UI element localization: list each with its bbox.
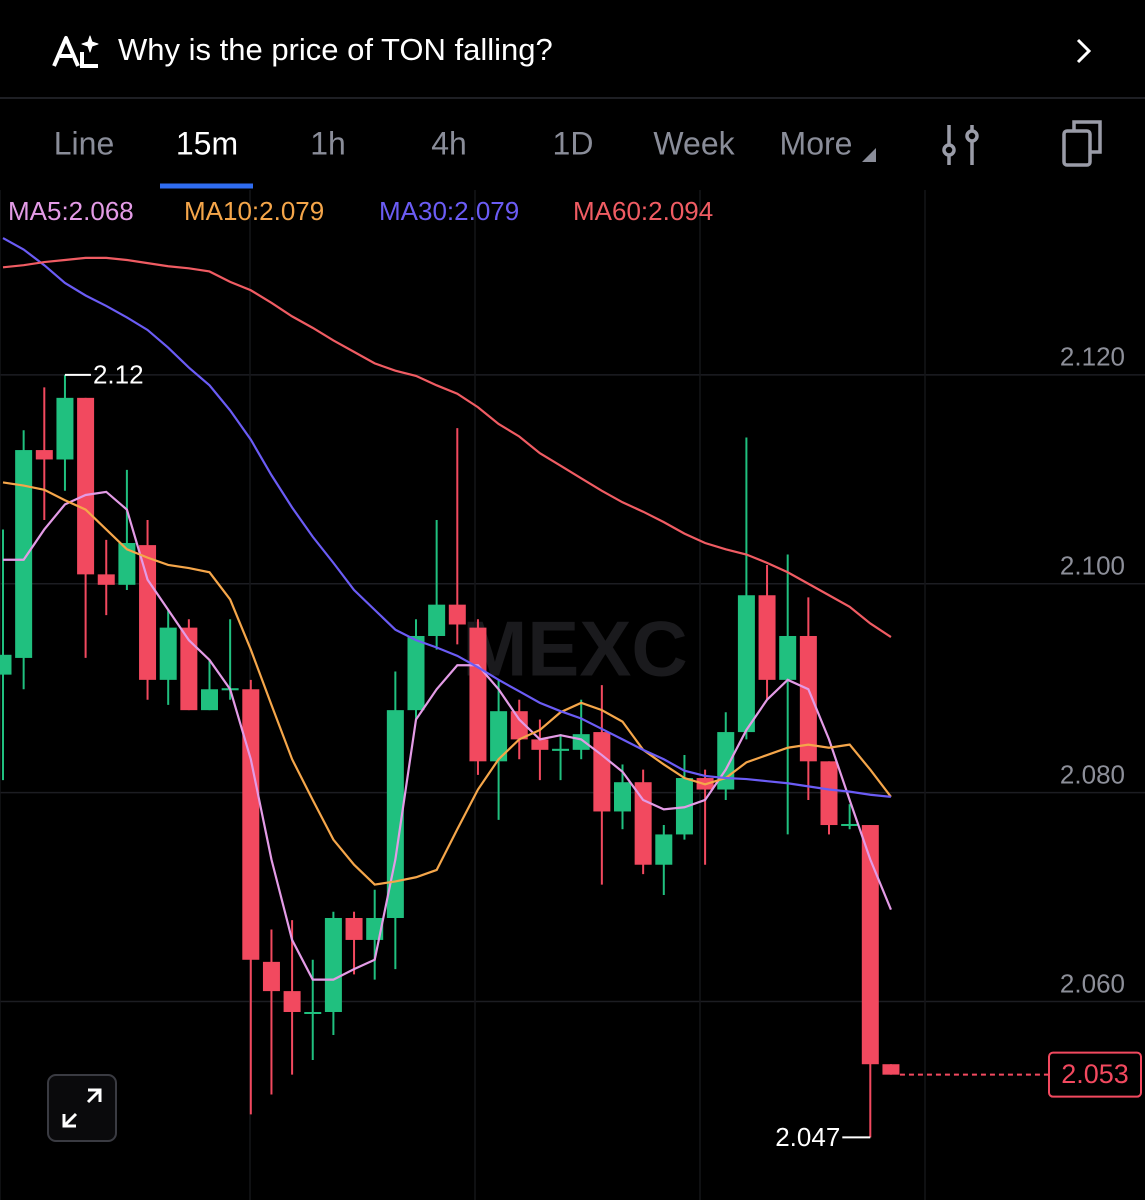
candle-body <box>510 711 528 740</box>
candle-body <box>35 450 53 460</box>
candle-body <box>407 635 425 711</box>
candle-body <box>180 627 198 711</box>
candle-body <box>139 545 157 680</box>
candle-body <box>799 635 817 762</box>
candle-body <box>56 397 74 460</box>
tab-bar: Line 15m 1h 4h 1D Week More <box>54 125 853 161</box>
candle-body <box>304 1011 322 1014</box>
legend: MA5:2.068 MA10:2.079 MA30:2.079 MA60:2.094 <box>8 196 713 226</box>
candle-body <box>552 748 570 751</box>
watermark: MEXC <box>462 605 687 693</box>
y-tick-label: 2.100 <box>1060 551 1125 581</box>
y-tick-label: 2.080 <box>1060 760 1125 790</box>
plot: 2.12 2.047 2.053 <box>0 237 1142 1152</box>
expand-icon <box>62 1088 102 1128</box>
legend-entry: MA5:2.068 <box>8 196 134 226</box>
candle-body <box>428 604 446 636</box>
ma-line <box>2 237 892 798</box>
candle-body <box>820 761 838 826</box>
candle-body <box>201 689 218 711</box>
candle-body <box>345 917 363 940</box>
ai-icon <box>52 35 99 68</box>
candle-body <box>469 627 487 762</box>
candle-body <box>593 732 611 812</box>
candle-body <box>861 825 879 1065</box>
candle-body <box>737 595 755 733</box>
header-title[interactable]: Why is the price of TON falling? <box>118 32 553 67</box>
candle-body <box>15 450 33 658</box>
legend-entry: MA60:2.094 <box>573 196 713 226</box>
candle-body <box>614 782 631 812</box>
ma-line <box>3 490 892 981</box>
candle-body <box>448 604 466 625</box>
legend-entry: MA30:2.079 <box>379 196 519 226</box>
more-caret[interactable] <box>862 148 876 162</box>
candle-body <box>283 991 301 1012</box>
candle-body <box>634 782 652 865</box>
candle-body <box>841 823 859 826</box>
candle-body <box>386 710 404 918</box>
last-price-box <box>1048 1051 1142 1098</box>
chevron[interactable] <box>1076 38 1092 64</box>
candle-body <box>97 574 115 585</box>
tab[interactable]: 1h <box>310 125 346 161</box>
candle-body <box>655 834 673 865</box>
candle-body <box>324 917 342 1012</box>
ma-line <box>2 481 892 886</box>
last-price-label: 2.053 <box>1061 1059 1129 1089</box>
y-tick-label: 2.060 <box>1060 968 1125 998</box>
low-label: 2.047 <box>775 1122 840 1152</box>
y-tick-label: 2.120 <box>1060 342 1125 372</box>
candle-body <box>882 1064 900 1075</box>
candle-body <box>242 689 260 960</box>
candle-body <box>572 734 590 750</box>
tab[interactable]: 15m <box>176 125 238 161</box>
candle-body <box>159 627 177 680</box>
tab[interactable]: Line <box>54 125 115 161</box>
ma-line <box>2 256 892 638</box>
candle-body <box>490 711 508 762</box>
candle-body <box>531 739 549 750</box>
candle-body <box>77 397 95 575</box>
tab[interactable]: Week <box>653 125 735 161</box>
layout-icon[interactable] <box>1062 120 1102 167</box>
candle-body <box>779 635 797 680</box>
tab[interactable]: 4h <box>431 125 467 161</box>
candle-body <box>0 654 12 675</box>
high-label: 2.12 <box>93 360 144 390</box>
tab[interactable]: 1D <box>553 125 594 161</box>
expand-button[interactable] <box>47 1074 117 1142</box>
candle-body <box>262 961 280 992</box>
candle-body <box>118 543 136 585</box>
tab[interactable]: More <box>780 125 853 161</box>
indicator-icon[interactable] <box>942 125 979 165</box>
candle-body <box>758 595 776 680</box>
legend-entry: MA10:2.079 <box>184 196 324 226</box>
